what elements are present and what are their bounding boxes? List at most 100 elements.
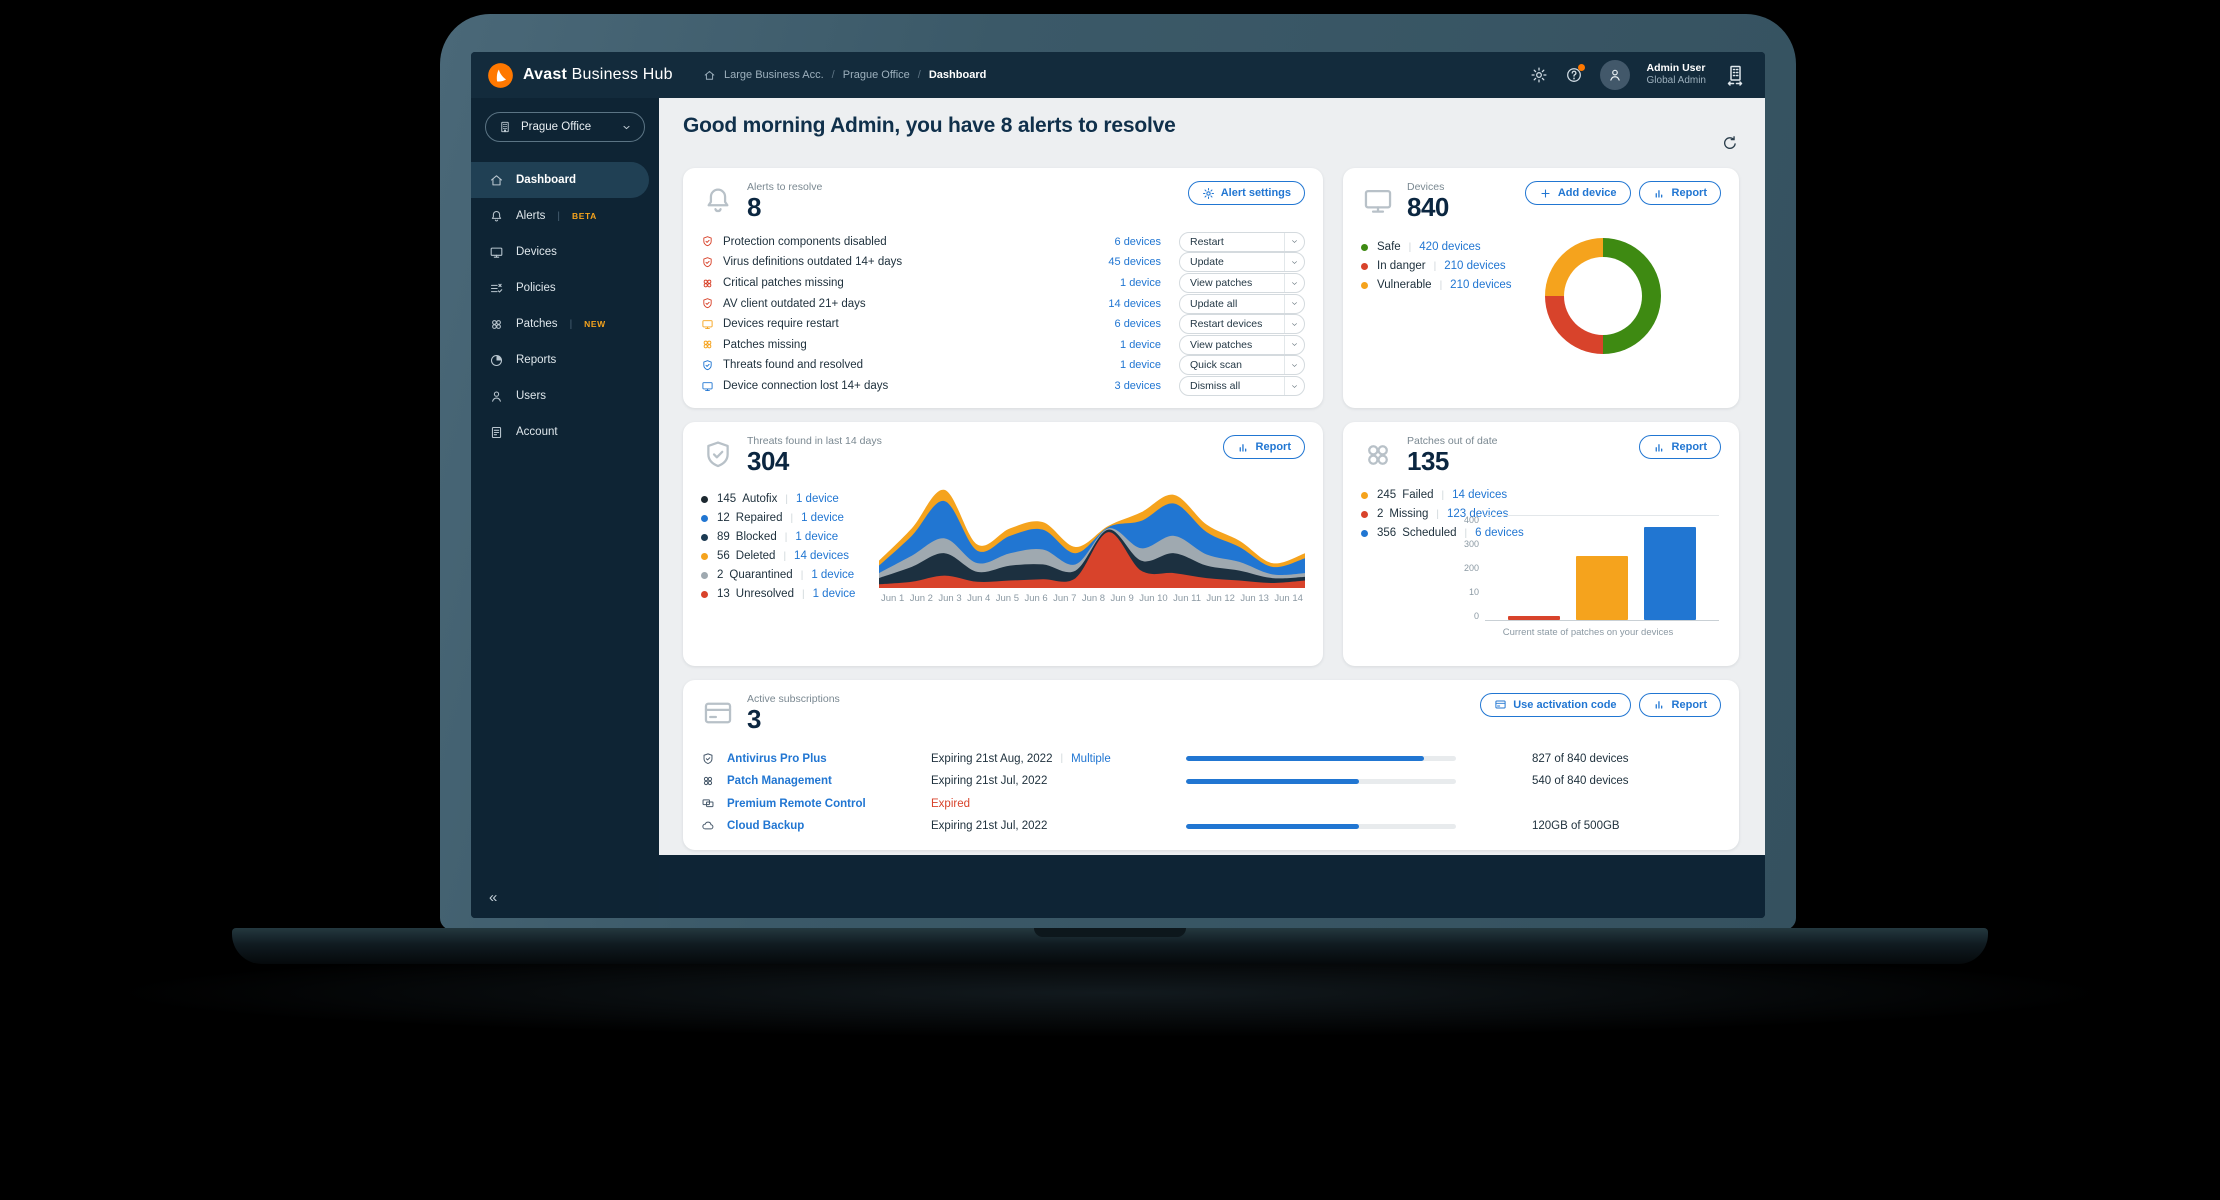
subscription-name-link[interactable]: Patch Management [727, 775, 931, 787]
alert-devices-link[interactable]: 6 devices [1114, 318, 1161, 331]
alert-action-select[interactable]: Update [1179, 252, 1305, 273]
org-selector[interactable]: Prague Office [485, 112, 645, 142]
subscription-name-part: Patch Management [727, 775, 832, 788]
subscriptions-report-button[interactable]: Report [1638, 692, 1721, 717]
alert-action-select[interactable]: Restart devices [1179, 314, 1305, 335]
legend-devices-link[interactable]: 1 device [795, 493, 839, 506]
sidebar-item-label: Devices [516, 246, 557, 258]
patches-count: 135 [1407, 446, 1449, 477]
alert-action-select[interactable]: View patches [1179, 273, 1305, 294]
breadcrumb-item[interactable]: Prague Office [842, 69, 910, 81]
settings-gear-icon[interactable] [1530, 66, 1548, 84]
legend-devices-link[interactable]: 1 device [811, 569, 855, 582]
x-axis-label: Jun 1 [881, 592, 905, 604]
legend-devices-link[interactable]: 210 devices [1444, 260, 1506, 273]
sidebar-item-patches[interactable]: Patches | NEW [471, 306, 649, 342]
legend-devices-link[interactable]: 420 devices [1419, 241, 1481, 254]
alert-action-select[interactable]: Dismiss all [1179, 376, 1305, 397]
legend-devices-link[interactable]: 1 device [812, 588, 856, 601]
sidebar-item-account[interactable]: Account [471, 414, 649, 450]
progress-track [1186, 823, 1456, 829]
legend-status: Blocked [735, 531, 777, 544]
help-icon[interactable] [1565, 64, 1585, 84]
legend-separator: | [783, 550, 787, 562]
subscription-row: Patch Management Expiring 21st Jul, 2022 5… [701, 770, 1721, 793]
patches-chart-caption: Current state of patches on your devices [1502, 626, 1674, 638]
monitor-icon [701, 318, 714, 331]
remote-control-icon [701, 797, 715, 811]
use-activation-code-button[interactable]: Use activation code [1480, 692, 1631, 717]
credit-card-icon [701, 696, 735, 730]
legend-devices-link[interactable]: 14 devices [794, 550, 850, 563]
alert-action-select[interactable]: Update all [1179, 293, 1305, 314]
legend-devices-link[interactable]: 210 devices [1450, 279, 1512, 292]
select-chevron [1284, 335, 1304, 354]
legend-status: Quarantined [729, 569, 793, 582]
bar-scheduled [1644, 527, 1696, 620]
avatar[interactable] [1599, 60, 1630, 90]
multiple-link[interactable]: Multiple [1071, 752, 1111, 765]
legend-devices-link[interactable]: 1 device [795, 531, 839, 544]
devices-report-button[interactable]: Report [1638, 181, 1721, 205]
alert-action-select[interactable]: Quick scan [1179, 355, 1305, 376]
alert-devices-link[interactable]: 1 device [1120, 277, 1161, 290]
sidebar-item-reports[interactable]: Reports [471, 342, 649, 378]
chevron-down-icon [1290, 382, 1299, 391]
subscription-name-link[interactable]: Cloud Backup [727, 820, 931, 832]
alert-action-select[interactable]: View patches [1179, 334, 1305, 355]
x-axis-label: Jun 2 [909, 592, 933, 604]
reports-icon [489, 353, 504, 368]
subscription-name-link[interactable]: Antivirus Pro Plus [727, 753, 931, 765]
user-block[interactable]: Admin User Global Admin [1647, 62, 1706, 88]
legend-dot [1361, 491, 1368, 499]
alerts-card: Alerts to resolve 8 Alert se [683, 168, 1323, 409]
sidebar-item-label: Policies [516, 282, 556, 294]
alert-devices-link[interactable]: 14 devices [1108, 297, 1161, 310]
bar-chart-icon [1237, 441, 1250, 454]
alert-devices-link[interactable]: 1 device [1120, 338, 1161, 351]
sidebar-item-users[interactable]: Users [471, 378, 649, 414]
company-switcher-icon[interactable] [1723, 63, 1747, 87]
legend-devices-link[interactable]: 14 devices [1452, 489, 1508, 502]
patches-report-button[interactable]: Report [1638, 435, 1721, 460]
legend-count: 356 [1377, 527, 1397, 540]
sidebar-item-label: Dashboard [516, 174, 577, 186]
patch-icon [701, 338, 714, 351]
refresh-icon[interactable] [1721, 134, 1739, 152]
select-chevron [1284, 253, 1304, 272]
alert-devices-link[interactable]: 6 devices [1114, 235, 1161, 248]
legend-item: 2 Missing | 123 devices [1361, 505, 1721, 524]
sidebar-item-policies[interactable]: Policies [471, 270, 649, 306]
threats-report-button[interactable]: Report [1222, 435, 1305, 460]
x-axis-label: Jun 8 [1081, 592, 1106, 604]
alert-action-select[interactable]: Restart [1179, 231, 1305, 252]
alert-devices-link[interactable]: 3 devices [1114, 380, 1161, 393]
legend-devices-link[interactable]: 6 devices [1475, 527, 1524, 540]
alert-devices-link[interactable]: 45 devices [1108, 256, 1161, 269]
legend-devices-link[interactable]: 1 device [801, 512, 844, 525]
sidebar-item-alerts[interactable]: Alerts | BETA [471, 198, 649, 234]
legend-dot [1361, 281, 1368, 289]
legend-devices-link[interactable]: 123 devices [1447, 508, 1509, 521]
main-area: Good morning Admin, you have 8 alerts to… [659, 98, 1765, 918]
subscription-name-part: Remote Control [776, 797, 866, 810]
patch-icon [489, 317, 504, 332]
add-device-button[interactable]: Add device [1524, 181, 1631, 205]
expiry-text: Expiring 21st Jul, 2022 [931, 820, 1048, 833]
subscription-name-link[interactable]: Premium Remote Control [727, 798, 931, 810]
sidebar-item-dashboard[interactable]: Dashboard [471, 162, 649, 198]
breadcrumb-item[interactable]: Large Business Acc. [724, 69, 824, 81]
subscription-name-part: Pro Plus [780, 752, 827, 765]
dashboard-surface: Good morning Admin, you have 8 alerts to… [659, 98, 1765, 855]
expiry-text: Expiring 21st Aug, 2022 [931, 752, 1053, 765]
alert-settings-button[interactable]: Alert settings [1187, 181, 1305, 205]
y-axis-tick: 0 [1473, 610, 1479, 621]
legend-dot [1361, 510, 1368, 518]
threats-area-chart: Jun 1 Jun 2 Jun 3 Jun 4 Jun 5 Jun 6 Jun 7 Jun 8… [879, 480, 1305, 604]
sidebar-item-devices[interactable]: Devices [471, 234, 649, 270]
alert-devices-link[interactable]: 1 device [1120, 359, 1161, 372]
breadcrumb-separator: / [831, 69, 835, 81]
alert-action-value: Quick scan [1190, 359, 1242, 372]
sidebar-collapse-icon[interactable]: « [489, 889, 498, 906]
alert-action-value: Update [1190, 256, 1224, 269]
